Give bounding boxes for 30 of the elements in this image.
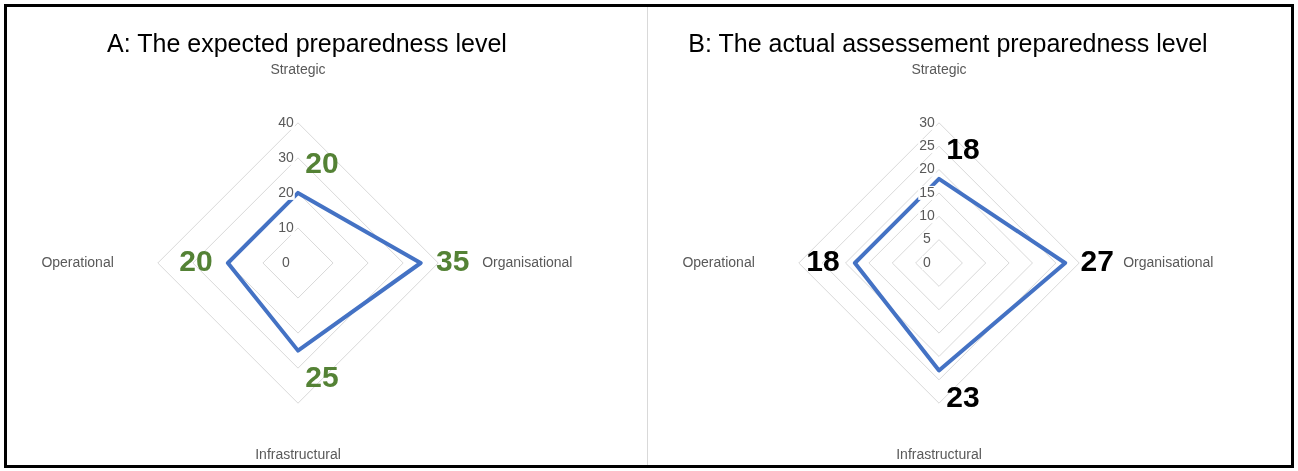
spoke-label: Infrastructural [255,446,341,463]
y-tick-label: 0 [282,253,291,270]
y-tick-label: 5 [923,230,932,247]
y-tick-label: 0 [923,253,932,270]
data-label: 18 [946,132,980,166]
chart-title: A: The expected preparedness level [106,29,508,58]
spoke-label: Operational [41,253,114,270]
spoke-label: Strategic [911,61,967,78]
data-label: 27 [1080,244,1114,278]
y-tick-label: 15 [919,183,935,200]
data-label: 35 [435,244,470,278]
spoke-label: Organisational [1123,253,1214,270]
data-label: 23 [946,379,980,413]
y-tick-label: 10 [278,218,294,235]
y-tick-label: 25 [919,137,935,154]
y-tick-label: 40 [278,113,294,130]
data-label: 20 [305,146,339,180]
data-label: 18 [806,244,840,278]
spoke-label: Infrastructural [896,446,982,463]
y-tick-label: 20 [919,160,935,177]
spoke-label: Operational [682,253,755,270]
spoke-label: Strategic [270,61,326,78]
y-tick-label: 10 [919,207,935,224]
y-tick-label: 30 [278,148,294,165]
chart-title: B: The actual assessement preparedness level [687,29,1209,58]
data-label: 25 [305,359,339,393]
y-tick-label: 30 [919,113,935,130]
data-label: 20 [179,244,213,278]
spoke-label: Organisational [482,253,573,270]
y-tick-label: 20 [278,183,294,200]
